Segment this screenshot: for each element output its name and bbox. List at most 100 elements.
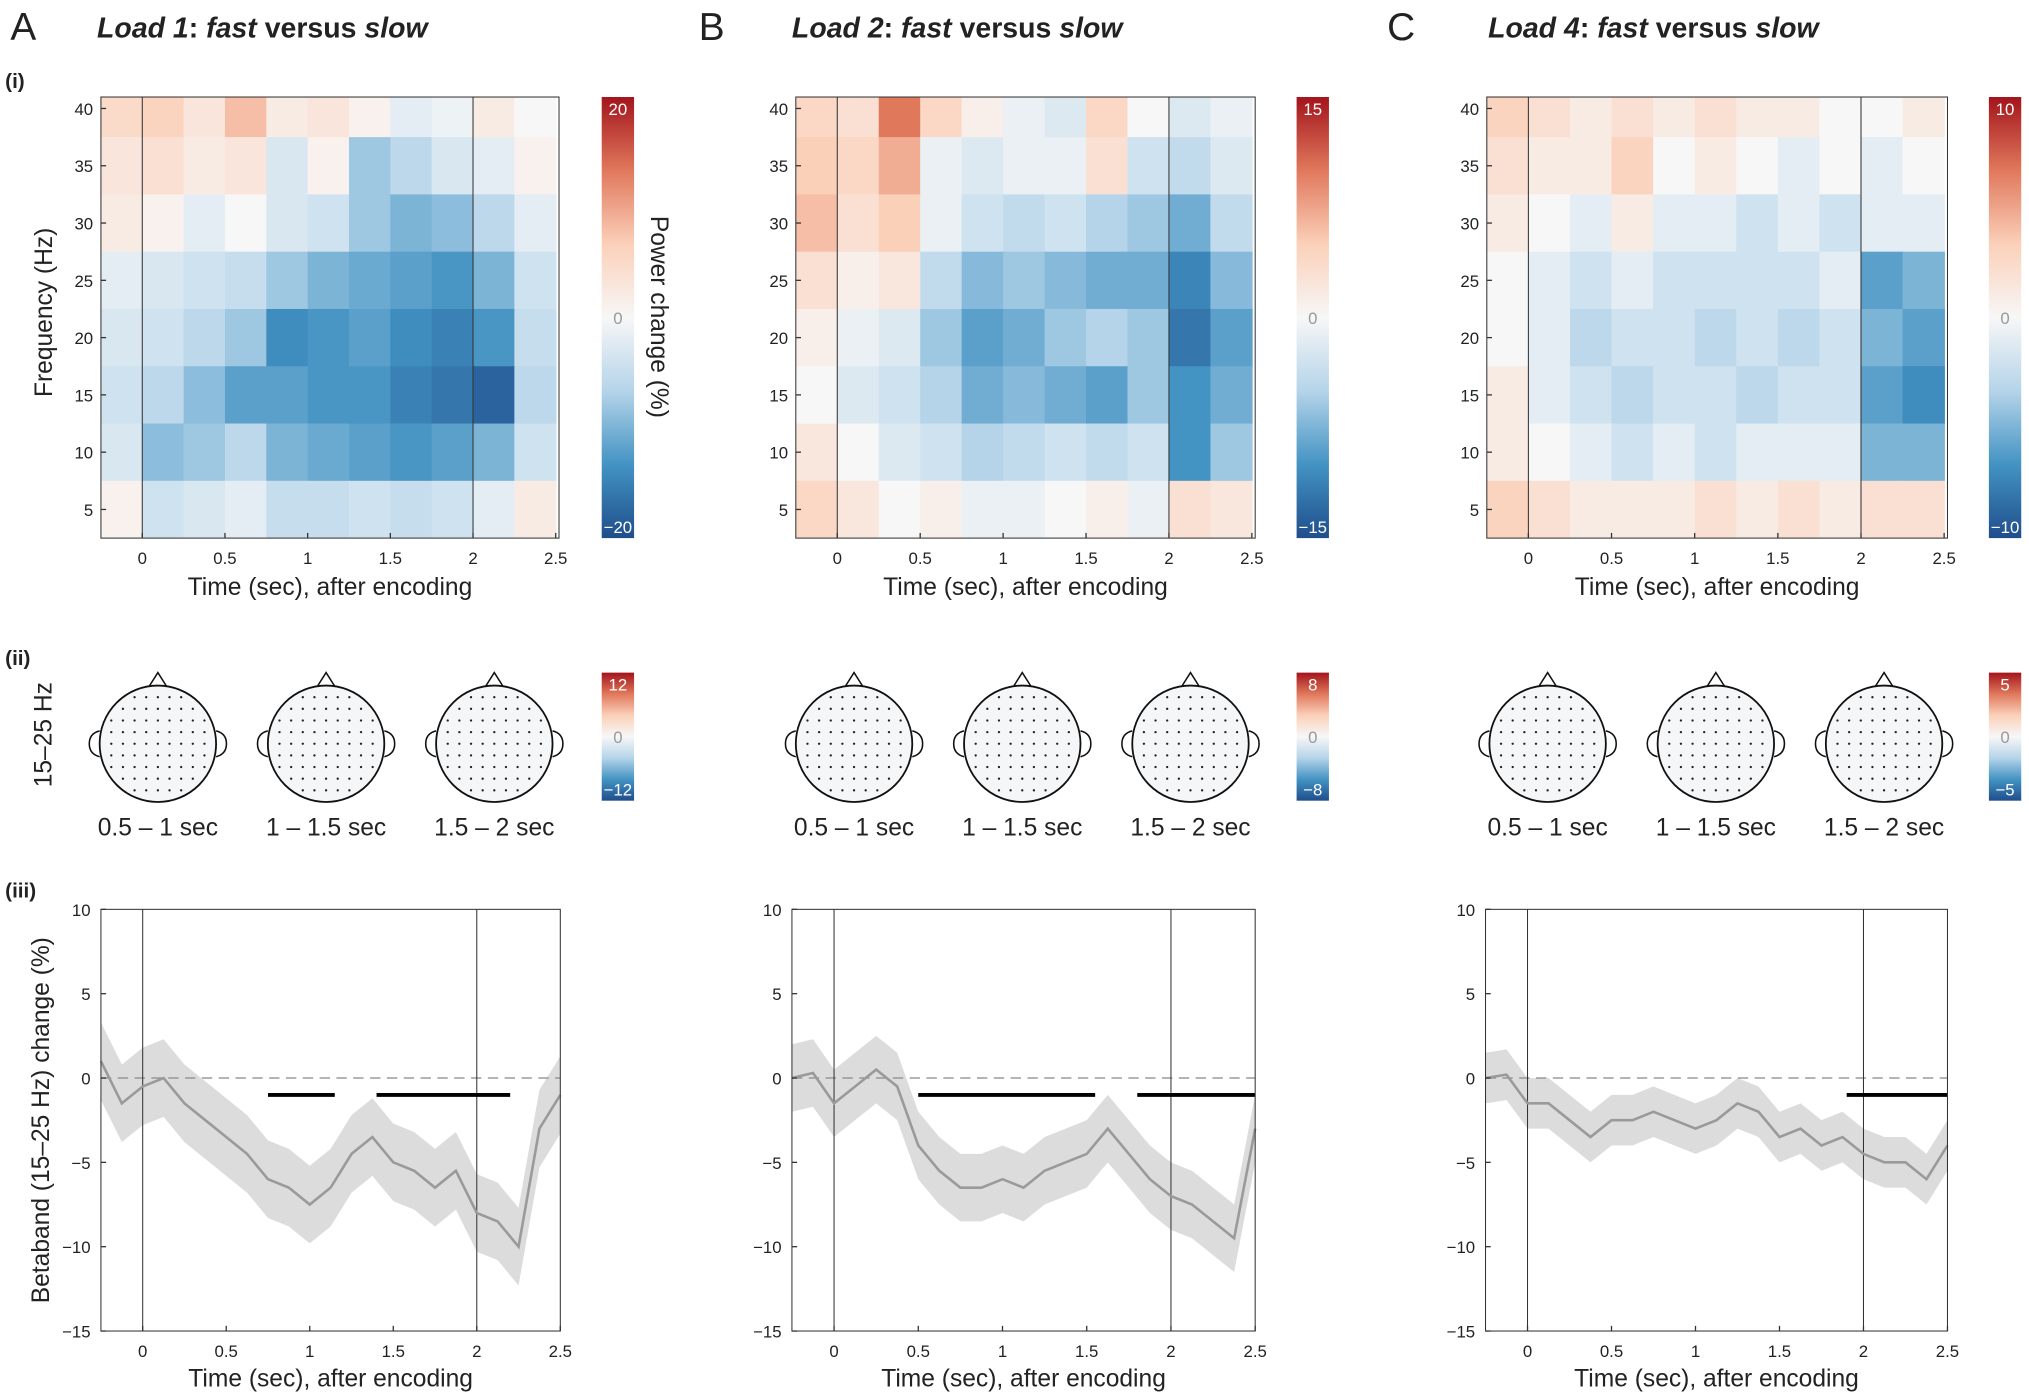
electrode [110, 754, 113, 757]
heatmap-cell [795, 251, 839, 310]
heatmap-cell [266, 308, 309, 368]
x-tick-label: 2 [472, 1342, 481, 1361]
electrode [133, 730, 136, 734]
electrode [1523, 707, 1526, 711]
electrode [1009, 742, 1012, 745]
heatmap-cell [1653, 137, 1696, 196]
electrode [986, 707, 989, 711]
y-tick-label: 5 [1466, 985, 1475, 1004]
heatmap-cell [795, 97, 839, 138]
electrode [1882, 696, 1886, 699]
electrode [841, 777, 844, 780]
title-part: : [1580, 13, 1597, 45]
electrode [1917, 765, 1921, 769]
electrode [313, 777, 316, 780]
x-axis-label: Time (sec), after encoding [1574, 1366, 1859, 1393]
electrode [1044, 707, 1047, 711]
head-ear [1605, 730, 1617, 758]
electrode [179, 789, 183, 792]
heatmap-cell [1611, 194, 1654, 253]
heatmap-cell [961, 366, 1004, 425]
electrode [1906, 730, 1909, 734]
electrode [864, 754, 867, 757]
heatmap-cell [307, 366, 350, 425]
heatmap-cell [1569, 97, 1613, 138]
electrode [1534, 742, 1538, 745]
electrode [876, 719, 879, 722]
electrode [458, 754, 461, 757]
electrode [324, 719, 328, 722]
electrode [121, 765, 125, 769]
electrode [156, 777, 160, 780]
electrode [1511, 765, 1514, 769]
electrode [1593, 719, 1596, 722]
colorbar-tick-label: 15 [1303, 100, 1322, 119]
heatmap-cell [1044, 308, 1087, 368]
electrode [1679, 777, 1683, 780]
electrode [1679, 719, 1683, 722]
electrode [1929, 765, 1932, 769]
electrode [1154, 730, 1157, 734]
title-part: : [189, 13, 206, 45]
electrode [1511, 719, 1514, 722]
electrode [864, 789, 867, 792]
heatmap-cell [1569, 251, 1613, 310]
y-tick-label: 10 [1456, 901, 1475, 920]
title-part: versus [952, 13, 1060, 45]
electrode [852, 765, 856, 769]
heatmap-cell [348, 366, 392, 425]
heatmap-cell [920, 194, 963, 253]
colorbar-tick-label: 20 [609, 100, 628, 119]
y-axis-label: Betaband (15–25 Hz) change (%) [28, 937, 55, 1303]
heatmap-cell [1653, 251, 1696, 310]
electrode [516, 765, 519, 769]
electrode [1894, 777, 1897, 780]
heatmap-cell [348, 194, 392, 253]
heatmap-cell [1210, 251, 1253, 310]
heatmap-cell [1486, 97, 1530, 138]
electrode [121, 719, 125, 722]
electrode [1200, 765, 1204, 769]
electrode [1044, 696, 1047, 699]
electrode [1044, 777, 1047, 780]
electrode [1056, 707, 1059, 711]
electrode [179, 719, 183, 722]
electrode [1044, 742, 1047, 745]
electrode [481, 754, 484, 757]
heatmap-cell [1777, 308, 1821, 368]
heatmap-cell [1210, 423, 1253, 482]
electrode [1177, 777, 1181, 780]
time-window-label: 1.5 – 2 sec [1824, 815, 1944, 842]
colorbar-tick-label: −20 [604, 518, 633, 537]
heatmap-cell [1569, 137, 1613, 196]
electrode [481, 742, 484, 745]
heatmap-cell [142, 308, 185, 368]
electrode [974, 765, 977, 769]
electrode [1177, 742, 1181, 745]
electrode [1142, 719, 1146, 722]
title-part: : [884, 13, 901, 45]
electrode [1906, 719, 1909, 722]
electrode [841, 719, 844, 722]
heatmap-cell [1528, 194, 1571, 253]
electrode [817, 754, 821, 757]
heatmap-cell [920, 251, 963, 310]
heatmap-cell [307, 308, 350, 368]
heatmap-cell [1653, 480, 1696, 539]
mean-line [1485, 1073, 1949, 1182]
electrode [1726, 719, 1729, 722]
electrode [481, 789, 484, 792]
electrode [1703, 754, 1706, 757]
heatmap-cell [920, 97, 963, 138]
electrode [1691, 730, 1694, 734]
heatmap-cell [1569, 366, 1613, 425]
electrode [1726, 696, 1729, 699]
heatmap-cell [1736, 137, 1779, 196]
electrode [1166, 765, 1169, 769]
electrode [1906, 742, 1909, 745]
electrode [887, 719, 891, 722]
heatmap-cell [1777, 194, 1821, 253]
electrode [324, 742, 328, 745]
plot-frame [795, 96, 1256, 539]
heatmap-cell [224, 423, 268, 482]
